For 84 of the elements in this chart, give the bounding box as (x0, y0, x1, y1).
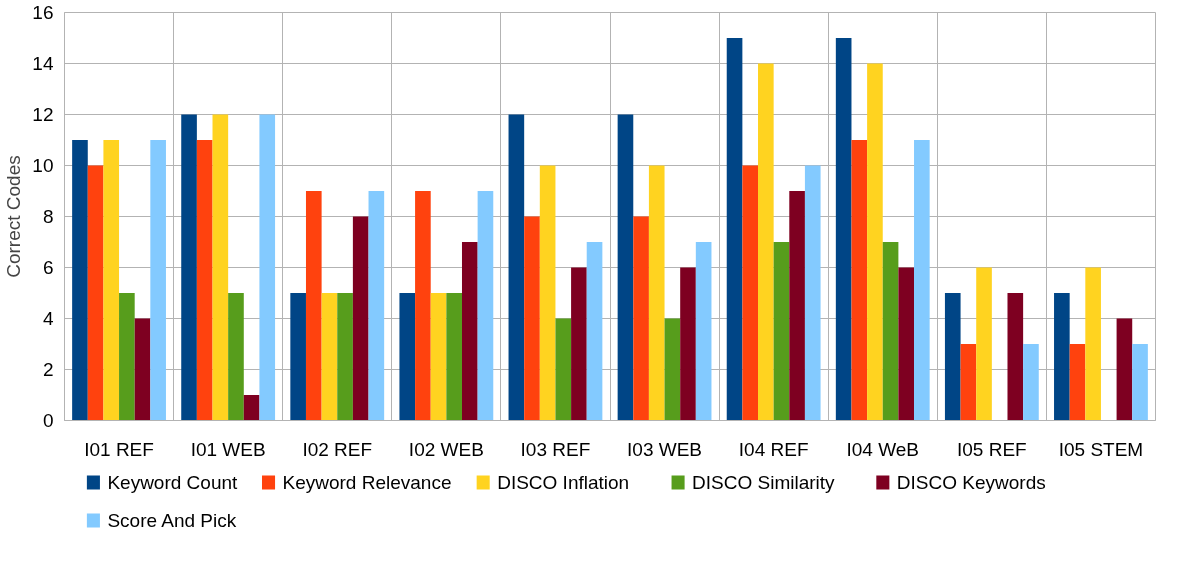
bar (586, 242, 603, 421)
bar (1085, 267, 1101, 421)
bar (680, 267, 696, 421)
bar (960, 344, 977, 421)
bar (212, 114, 229, 421)
bar (72, 140, 88, 421)
x-tick-label: I01 REF (84, 438, 154, 460)
legend-label: Score And Pick (107, 510, 237, 531)
bar (1054, 293, 1070, 421)
bar (196, 140, 213, 421)
bar (633, 216, 649, 421)
x-tick-label: I04 REF (738, 438, 809, 460)
y-tick-label: 14 (32, 53, 54, 74)
bar (430, 293, 447, 421)
bar (368, 191, 385, 421)
bar (150, 140, 166, 421)
x-tick-label: I02 REF (302, 438, 373, 460)
bar (789, 191, 805, 421)
x-tick-label: I02 WEB (408, 438, 484, 460)
x-tick-label: I03 REF (520, 438, 591, 460)
bar (290, 293, 306, 421)
legend-label: DISCO Inflation (497, 472, 630, 493)
bar (695, 242, 712, 421)
bar (758, 63, 774, 421)
bar (228, 293, 244, 421)
bar (1007, 293, 1024, 421)
legend-label: Keyword Count (107, 472, 239, 493)
bar (944, 293, 961, 421)
x-tick-label: I05 REF (957, 438, 1027, 460)
bar (524, 216, 540, 421)
bar (461, 242, 478, 421)
bar (867, 63, 883, 421)
bar (539, 165, 556, 421)
bar (415, 191, 431, 421)
bar (773, 242, 790, 421)
y-tick-label: 0 (42, 410, 54, 431)
bar (1132, 344, 1148, 421)
bar (259, 114, 276, 421)
bar (305, 191, 322, 421)
bar (1023, 344, 1039, 421)
legend-label: DISCO Keywords (896, 472, 1046, 493)
bar (898, 267, 915, 421)
bar (119, 293, 135, 421)
bar (835, 38, 852, 421)
bar (664, 318, 681, 421)
bar (399, 293, 416, 421)
y-tick-label: 10 (32, 155, 54, 176)
bar (1116, 318, 1133, 421)
bar (87, 165, 104, 421)
y-tick-label: 6 (42, 257, 54, 278)
y-tick-label: 12 (32, 104, 54, 125)
bar (648, 165, 665, 421)
bar (976, 267, 992, 421)
x-tick-label: I05 STEM (1058, 438, 1144, 460)
bar (477, 191, 494, 421)
y-axis-title: Correct Codes (3, 155, 25, 278)
y-tick-label: 4 (42, 308, 54, 329)
y-tick-label: 16 (32, 2, 54, 23)
legend-label: Keyword Relevance (282, 472, 452, 493)
bar (1069, 344, 1086, 421)
bar (508, 114, 525, 421)
bar (352, 216, 369, 421)
bar (742, 165, 759, 421)
bar (882, 242, 899, 421)
y-tick-label: 8 (42, 206, 54, 227)
bar (446, 293, 462, 421)
bar (134, 318, 151, 421)
x-tick-label: I01 WEB (190, 438, 266, 460)
bar (851, 140, 868, 421)
bar (914, 140, 930, 421)
x-tick-label: I03 WEB (627, 438, 703, 460)
bar (555, 318, 572, 421)
bar (321, 293, 338, 421)
y-tick-label: 2 (42, 359, 54, 380)
bar (181, 114, 197, 421)
bar (726, 38, 743, 421)
bar (804, 165, 821, 421)
bar (243, 395, 260, 421)
bar (103, 140, 120, 421)
legend-label: DISCO Similarity (692, 472, 836, 493)
bar (571, 267, 587, 421)
bar (337, 293, 353, 421)
x-tick-label: I04 WeB (846, 438, 920, 460)
bar (617, 114, 634, 421)
